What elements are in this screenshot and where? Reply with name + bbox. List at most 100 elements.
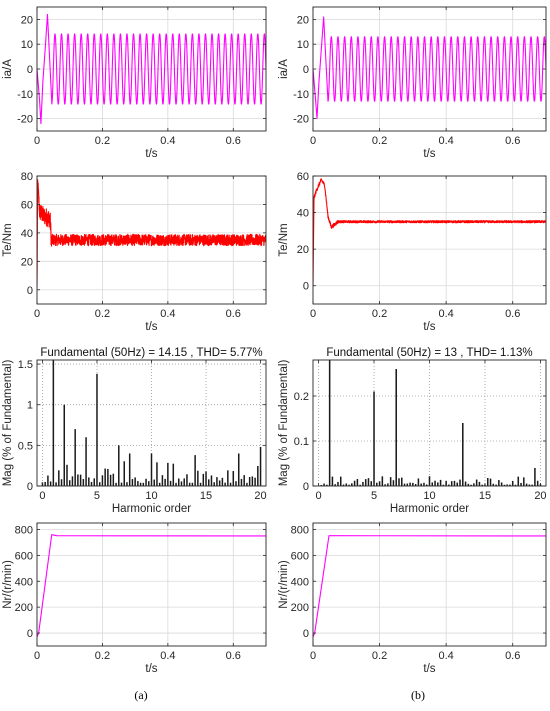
bar-h0_75 xyxy=(49,481,52,486)
bar-h5_00 xyxy=(96,373,98,486)
bar-h14_25 xyxy=(197,470,199,486)
x-tick-label: 0.2 xyxy=(372,650,387,662)
y-tick-label: 0.5 xyxy=(18,440,33,452)
bar-h6_50 xyxy=(389,477,392,486)
bar-h2_50 xyxy=(345,483,348,486)
bar-h5_50 xyxy=(378,481,381,486)
bar-h12_75 xyxy=(459,479,461,486)
bar-h3_25 xyxy=(77,474,79,486)
x-axis-label: t/s xyxy=(423,148,435,160)
x-tick-label: 0.4 xyxy=(438,650,453,662)
y-tick-label: 400 xyxy=(15,576,33,588)
y-tick-label: 0 xyxy=(27,628,33,640)
bar-h15_50 xyxy=(489,478,492,486)
y-tick-label: 60 xyxy=(21,199,33,211)
series-group xyxy=(41,360,262,486)
bar-h18_50 xyxy=(523,477,525,486)
bar-h8_25 xyxy=(409,482,411,486)
bar-h2_75 xyxy=(71,476,74,486)
axes-frame xyxy=(36,522,267,647)
bar-h16_25 xyxy=(218,480,221,486)
y-tick-label: -10 xyxy=(293,89,309,101)
y-axis-label: Mag (% of Fundamental) xyxy=(278,360,290,487)
bar-h1_75 xyxy=(337,481,339,486)
x-tick-label: 0 xyxy=(34,135,40,147)
bar-h16_75 xyxy=(503,484,506,486)
bar-h5_25 xyxy=(98,482,101,486)
x-tick-label: 0.4 xyxy=(438,308,453,320)
bar-h7_75 xyxy=(126,482,128,486)
x-tick-label: 0.4 xyxy=(160,650,175,662)
y-tick-label: 800 xyxy=(291,524,309,536)
bar-h18_00 xyxy=(517,476,520,486)
chart-a4: 0 0.2 0.4 0.6 0 200 400 600 800 t/s Nr/(r/min) xyxy=(2,522,267,675)
x-tick-label: 0 xyxy=(310,650,316,662)
bar-h3_75 xyxy=(82,479,85,486)
bar-h12_50 xyxy=(456,482,459,486)
bar-h6_75 xyxy=(115,482,117,486)
bar-h20_00 xyxy=(259,446,262,486)
bar-h12_75 xyxy=(180,481,183,486)
x-axis-label: t/s xyxy=(423,321,435,333)
bar-h5_75 xyxy=(104,468,106,486)
x-tick-label: 0.6 xyxy=(226,308,241,320)
y-tick-label: 1 xyxy=(27,400,33,412)
bar-h15_25 xyxy=(486,478,489,486)
bar-h1_00 xyxy=(328,360,331,486)
bar-h9_50 xyxy=(145,478,147,486)
bar-h7_25 xyxy=(120,482,123,486)
x-tick-label: 0 xyxy=(39,490,45,502)
y-tick-label: 40 xyxy=(297,208,309,220)
bar-h18_00 xyxy=(237,453,240,486)
y-axis-label: Mag (% of Fundamental) xyxy=(2,360,14,487)
bar-h16_25 xyxy=(498,480,500,486)
plot-area xyxy=(37,523,266,646)
bar-h17_00 xyxy=(506,484,508,486)
bar-h11_00 xyxy=(161,475,164,486)
x-tick-label: 0 xyxy=(310,308,316,320)
bar-h1_25 xyxy=(55,482,57,486)
bar-h10_00 xyxy=(428,476,431,486)
bar-h4_75 xyxy=(370,481,373,486)
bar-h19_75 xyxy=(536,480,539,486)
bar-h17_25 xyxy=(509,484,511,486)
bar-h8_50 xyxy=(412,482,414,486)
bar-h5_50 xyxy=(101,475,104,486)
y-tick-label: -10 xyxy=(17,89,33,101)
bar-h17_75 xyxy=(514,484,517,486)
bar-h6_25 xyxy=(109,474,112,486)
bar-h12_25 xyxy=(175,482,177,486)
bar-h13_00 xyxy=(183,478,185,486)
y-tick-label: 800 xyxy=(15,524,33,536)
bar-h18_25 xyxy=(520,482,522,486)
bar-h3_00 xyxy=(74,429,76,486)
bar-h9_50 xyxy=(423,482,425,486)
bar-h17_50 xyxy=(232,471,235,486)
x-tick-label: 0.4 xyxy=(160,135,175,147)
y-tick-label: 1.5 xyxy=(18,359,33,371)
x-tick-label: 5 xyxy=(371,490,377,502)
bar-h18_50 xyxy=(243,475,245,486)
bar-h8_25 xyxy=(131,479,134,486)
chart-b2: 0 0.2 0.4 0.6 0 20 40 60 t/s Te/Nm xyxy=(278,171,547,333)
bar-h6_00 xyxy=(107,468,109,486)
series-line-b1 xyxy=(313,16,546,120)
bar-h0_25 xyxy=(44,481,46,486)
bar-h7_00 xyxy=(118,445,120,486)
bar-h10_25 xyxy=(431,482,434,486)
bar-h4_75 xyxy=(93,478,95,486)
bar-h7_50 xyxy=(401,477,403,486)
bar-h9_00 xyxy=(417,478,420,486)
bar-h7_00 xyxy=(395,369,397,486)
x-tick-label: 0.6 xyxy=(226,135,241,147)
y-tick-label: 0 xyxy=(27,285,33,297)
y-tick-label: 0 xyxy=(27,64,33,76)
y-tick-label: 200 xyxy=(291,602,309,614)
x-tick-label: 10 xyxy=(145,490,157,502)
bar-h3_50 xyxy=(79,474,82,486)
bar-h18_25 xyxy=(240,478,243,486)
bar-h13_25 xyxy=(186,474,188,486)
bar-h19_50 xyxy=(254,477,256,486)
bar-h1_50 xyxy=(334,484,336,486)
